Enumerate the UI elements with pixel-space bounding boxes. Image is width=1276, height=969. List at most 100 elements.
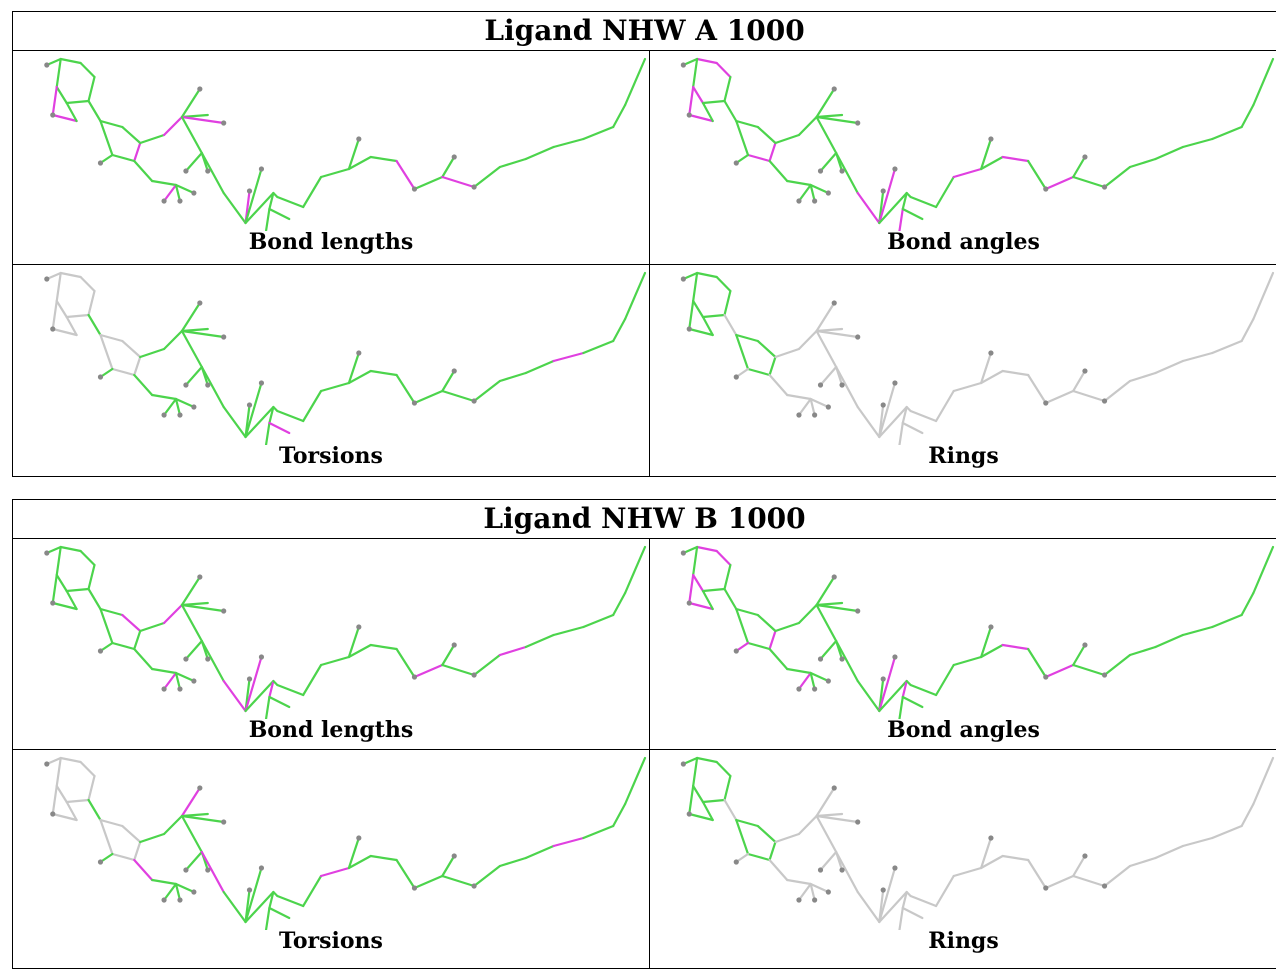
bond xyxy=(901,906,924,920)
bond xyxy=(133,373,154,397)
atom xyxy=(817,168,824,174)
bond xyxy=(222,890,247,924)
bond xyxy=(524,359,555,375)
bond xyxy=(552,625,585,637)
atom xyxy=(411,186,418,192)
bond xyxy=(441,175,476,189)
bond xyxy=(369,155,398,163)
panel-bond-angles-a: Bond angles xyxy=(650,51,1276,264)
atom xyxy=(796,897,802,903)
atom xyxy=(988,136,994,142)
bond xyxy=(121,339,142,359)
bond xyxy=(99,119,124,129)
bond xyxy=(264,695,271,719)
bond xyxy=(180,329,203,369)
atom xyxy=(812,686,818,692)
bond xyxy=(441,369,456,393)
bond xyxy=(180,814,203,854)
bond xyxy=(180,115,225,125)
bond xyxy=(244,405,275,439)
bond xyxy=(797,814,818,836)
bond xyxy=(735,607,750,645)
bond xyxy=(901,695,924,709)
bond xyxy=(319,655,350,667)
bond xyxy=(1181,836,1214,848)
bond xyxy=(1154,633,1184,649)
bond xyxy=(139,832,166,844)
molecule-diagram-bond-lengths-b xyxy=(44,545,647,719)
atom xyxy=(988,624,994,630)
bond xyxy=(612,591,627,617)
bond xyxy=(472,165,502,189)
bond xyxy=(1072,663,1106,677)
panel-torsions-b: Torsions xyxy=(13,750,649,969)
bond xyxy=(268,695,291,709)
bond xyxy=(797,329,818,351)
bond xyxy=(723,313,738,337)
bond xyxy=(1044,389,1075,405)
bond xyxy=(65,101,78,123)
bond xyxy=(222,191,247,225)
bond xyxy=(688,85,695,117)
bond xyxy=(55,784,68,804)
bond xyxy=(797,671,812,691)
bond xyxy=(51,812,78,822)
atom xyxy=(258,654,265,660)
atom xyxy=(686,112,692,118)
bond xyxy=(901,191,908,211)
bond xyxy=(51,327,78,337)
bond xyxy=(395,373,416,405)
bond xyxy=(121,125,142,145)
atom xyxy=(855,334,861,340)
bond xyxy=(1240,591,1255,617)
bond xyxy=(980,369,1004,385)
molecule-diagram-bond-lengths-a xyxy=(44,57,647,231)
bond xyxy=(268,679,275,699)
bond xyxy=(55,85,68,105)
bond xyxy=(162,115,184,137)
atom xyxy=(796,412,802,418)
bond xyxy=(111,367,136,377)
atom xyxy=(471,184,477,190)
panel-bond-lengths-b: Bond lengths xyxy=(13,539,649,749)
atom xyxy=(817,382,824,388)
bond xyxy=(162,882,178,902)
bond xyxy=(264,207,271,231)
atom xyxy=(839,867,845,873)
bond xyxy=(901,679,908,699)
row-divider xyxy=(13,264,1276,265)
atom xyxy=(258,865,265,871)
bond xyxy=(934,175,955,209)
bond xyxy=(174,397,195,409)
bond xyxy=(768,373,789,397)
bond xyxy=(347,643,372,659)
bond xyxy=(65,99,90,105)
bond xyxy=(815,603,838,643)
atom xyxy=(831,574,837,580)
bond xyxy=(1072,369,1087,393)
bond xyxy=(55,271,62,303)
atom xyxy=(880,188,886,194)
atom xyxy=(44,62,50,68)
atom xyxy=(205,382,211,388)
bond xyxy=(347,836,360,870)
bond xyxy=(441,389,476,403)
atom xyxy=(246,402,253,408)
bond xyxy=(1240,802,1255,828)
bond xyxy=(878,191,908,225)
bond xyxy=(87,798,102,822)
atom xyxy=(44,550,50,556)
bond xyxy=(1103,864,1132,888)
atom xyxy=(246,676,253,682)
panel-grid-b: Bond lengths Bond angles Torsions Rings xyxy=(13,539,1276,969)
atom xyxy=(197,86,203,92)
bond xyxy=(735,119,759,129)
bond xyxy=(856,405,881,439)
atom xyxy=(855,120,861,126)
bond xyxy=(302,663,323,697)
molecule-diagram-torsions-a xyxy=(44,271,647,445)
bond xyxy=(244,167,263,225)
atom xyxy=(246,887,253,893)
bond xyxy=(139,133,166,145)
bond xyxy=(582,613,615,629)
